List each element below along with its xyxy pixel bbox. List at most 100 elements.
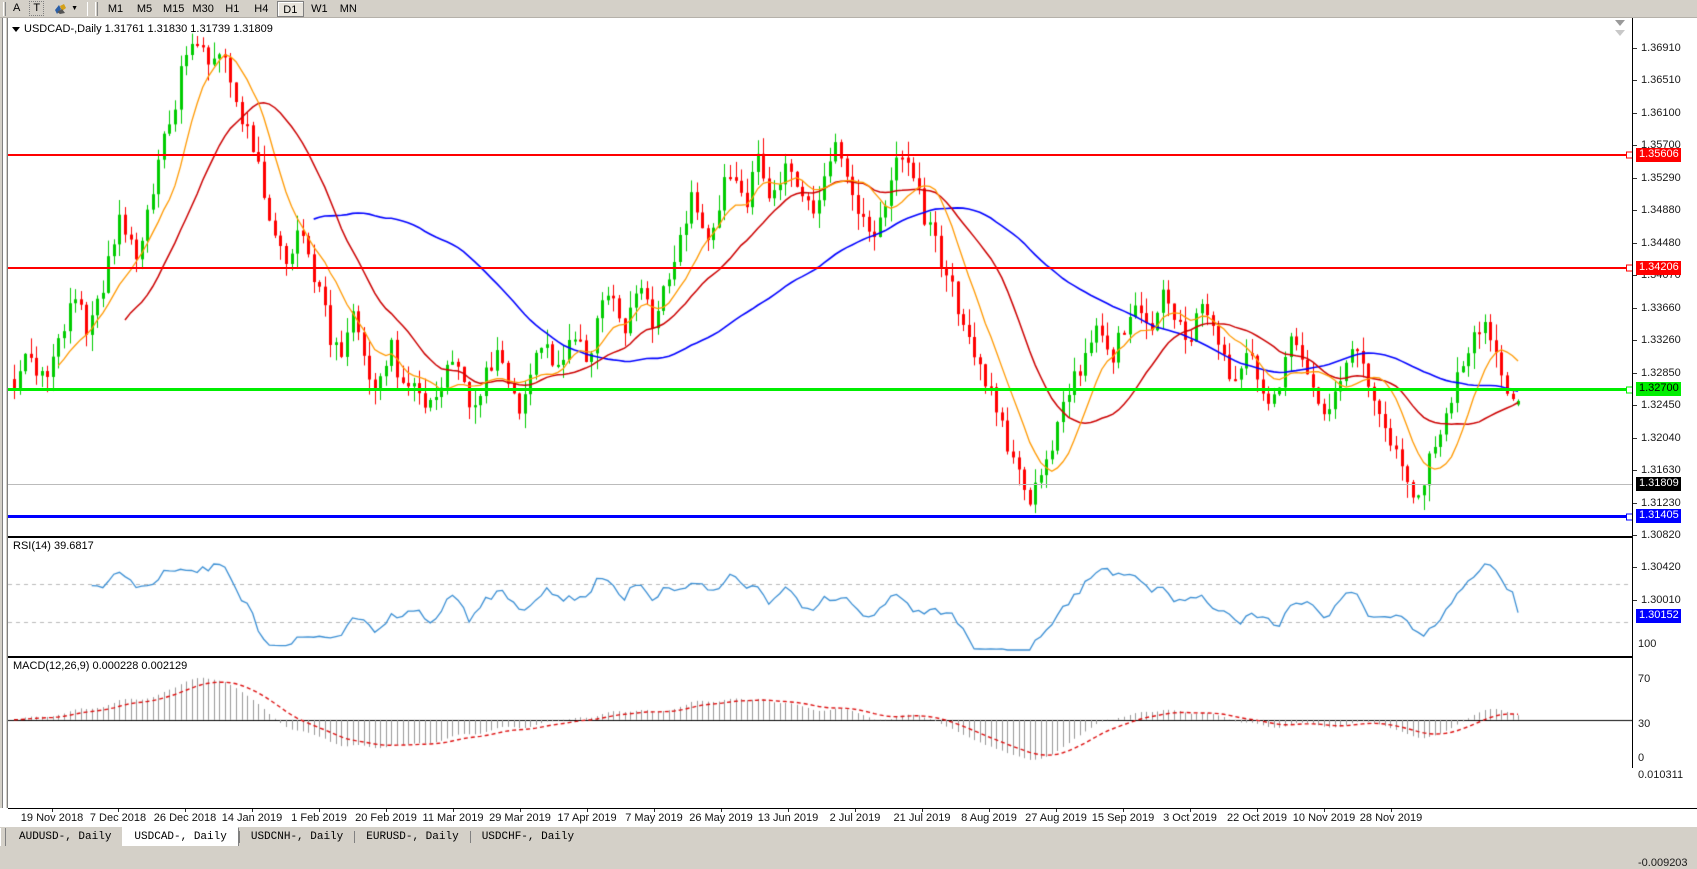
timeframe-button-m5[interactable]: M5	[136, 2, 153, 15]
timeframe-button-m1[interactable]: M1	[107, 2, 124, 15]
symbol-tab-usdchf[interactable]: USDCHF-, Daily	[470, 828, 586, 846]
date-axis-tick	[520, 809, 521, 812]
price-axis-highlight[interactable]: 1.34206	[1636, 261, 1681, 275]
date-axis-tick	[52, 809, 53, 812]
price-axis-highlight[interactable]: 1.32700	[1636, 382, 1681, 396]
level-line-pivot[interactable]	[8, 386, 1633, 393]
price-axis-label: 1.31630	[1641, 464, 1681, 476]
timeframe-button-m15[interactable]: M15	[163, 2, 185, 15]
date-axis-tick	[386, 809, 387, 812]
symbol-tab-eurusd[interactable]: EURUSD-, Daily	[355, 828, 470, 846]
date-axis-tick	[721, 809, 722, 812]
rsi-axis-label: 0	[1638, 752, 1645, 764]
timeframe-button-w1[interactable]: W1	[311, 2, 328, 15]
scroll-marker-bottom[interactable]	[1615, 30, 1625, 36]
axis-tick	[1633, 600, 1637, 601]
timeframe-button-d1[interactable]: D1	[276, 0, 304, 17]
price-axis-highlight[interactable]: 1.35606	[1636, 148, 1681, 162]
macd-pane[interactable]: MACD(12,26,9) 0.000228 0.002129	[8, 658, 1632, 768]
date-axis-tick	[453, 809, 454, 812]
date-axis-label: 13 Jun 2019	[757, 812, 819, 824]
symbol-tab-usdcad[interactable]: USDCAD-, Daily	[122, 827, 239, 846]
tab-divider	[238, 831, 240, 843]
vertical-scrollbar[interactable]	[0, 18, 8, 808]
price-axis-label: 1.36510	[1641, 74, 1681, 86]
price-axis-label: 1.34480	[1641, 237, 1681, 249]
price-axis-label: 1.35290	[1641, 172, 1681, 184]
date-axis-label: 20 Feb 2019	[355, 812, 417, 824]
axis-tick	[1633, 113, 1637, 114]
date-axis-label: 15 Sep 2019	[1091, 812, 1155, 824]
date-axis-tick	[1257, 809, 1258, 812]
tab-divider	[354, 831, 356, 843]
price-axis-label: 1.31230	[1641, 497, 1681, 509]
rsi-pane[interactable]: RSI(14) 39.6817	[8, 538, 1632, 656]
price-axis-highlight[interactable]: 1.31405	[1636, 509, 1681, 523]
chart-plot-area[interactable]: USDCAD-,Daily 1.31761 1.31830 1.31739 1.…	[8, 18, 1697, 869]
price-axis-label: 1.30010	[1641, 594, 1681, 606]
date-axis-label: 26 May 2019	[689, 812, 753, 824]
date-axis-tick	[1056, 809, 1057, 812]
axis-tick	[1633, 48, 1637, 49]
rsi-title: RSI(14) 39.6817	[13, 540, 94, 552]
price-axis-highlight[interactable]: 1.30152	[1636, 609, 1681, 623]
symbol-tab-audusd[interactable]: AUDUSD-, Daily	[8, 828, 123, 846]
date-axis-tick	[319, 809, 320, 812]
axis-tick	[1633, 438, 1637, 439]
scroll-marker-top[interactable]	[1615, 20, 1625, 26]
axis-tick	[1633, 178, 1637, 179]
level-line-resistance-1[interactable]	[8, 151, 1633, 159]
level-line-current-price[interactable]	[8, 484, 1632, 485]
timeframe-button-h1[interactable]: H1	[225, 2, 240, 15]
symbol-tab-usdcnh[interactable]: USDCNH-, Daily	[239, 828, 355, 846]
price-axis[interactable]: 1.36910 1.36510 1.36100 1.35700 1.35290 1.348…	[1632, 18, 1697, 869]
timeframe-group: M1 M5 M15 M30 H1 H4 D1 W1 MN	[101, 0, 363, 17]
date-axis-label: 7 May 2019	[625, 812, 683, 824]
axis-tick	[1633, 470, 1637, 471]
date-axis-label: 8 Aug 2019	[961, 812, 1017, 824]
date-axis-tick	[587, 809, 588, 812]
price-axis-label: 1.30820	[1641, 529, 1681, 541]
date-axis-tick	[1324, 809, 1325, 812]
chart-window[interactable]: USDCAD-,Daily 1.31761 1.31830 1.31739 1.…	[0, 18, 1697, 869]
level-line-resistance-2[interactable]	[8, 264, 1633, 272]
chevron-down-icon[interactable]: ▼	[71, 5, 79, 12]
text-label-tool[interactable]: A	[13, 2, 21, 14]
date-axis[interactable]: 19 Nov 2018 7 Dec 2018 26 Dec 2018 14 Jan 2…	[8, 808, 1697, 826]
axis-tick	[1633, 145, 1637, 146]
timeframe-button-mn[interactable]: MN	[339, 2, 357, 15]
axis-tick	[1633, 340, 1637, 341]
shapes-icon[interactable]: ▼	[49, 0, 83, 17]
price-axis-label: 1.32850	[1641, 367, 1681, 379]
date-axis-label: 28 Nov 2019	[1359, 812, 1423, 824]
price-axis-highlight[interactable]: 1.31809	[1636, 477, 1681, 491]
date-axis-tick	[989, 809, 990, 812]
timeframe-grip[interactable]	[95, 1, 99, 16]
date-axis-label: 17 Apr 2019	[557, 812, 617, 824]
date-axis-label: 10 Nov 2019	[1292, 812, 1356, 824]
axis-tick	[1633, 210, 1637, 211]
axis-tick	[1633, 405, 1637, 406]
tabbar-grip[interactable]	[0, 828, 6, 846]
date-axis-tick	[654, 809, 655, 812]
date-axis-tick	[1391, 809, 1392, 812]
level-line-support-1[interactable]	[8, 513, 1633, 520]
chevron-down-icon[interactable]	[12, 26, 20, 32]
pane-separator-1	[8, 536, 1697, 538]
toolbar-grip[interactable]	[3, 1, 6, 16]
price-pane[interactable]	[8, 18, 1633, 620]
date-axis-label: 7 Dec 2018	[89, 812, 147, 824]
axis-tick	[1633, 80, 1637, 81]
date-axis-label: 22 Oct 2019	[1227, 812, 1287, 824]
rsi-axis-label: 70	[1638, 673, 1651, 685]
price-axis-label: 1.32450	[1641, 399, 1681, 411]
text-tool[interactable]: T	[24, 0, 49, 17]
timeframe-button-m30[interactable]: M30	[192, 2, 214, 15]
date-axis-tick	[788, 809, 789, 812]
pane-separator-2	[8, 656, 1697, 658]
macd-axis-label: 0.010311	[1638, 769, 1684, 781]
timeframe-button-h4[interactable]: H4	[254, 2, 269, 15]
date-axis-tick	[252, 809, 253, 812]
axis-tick	[1633, 567, 1637, 568]
axis-tick	[1633, 243, 1637, 244]
